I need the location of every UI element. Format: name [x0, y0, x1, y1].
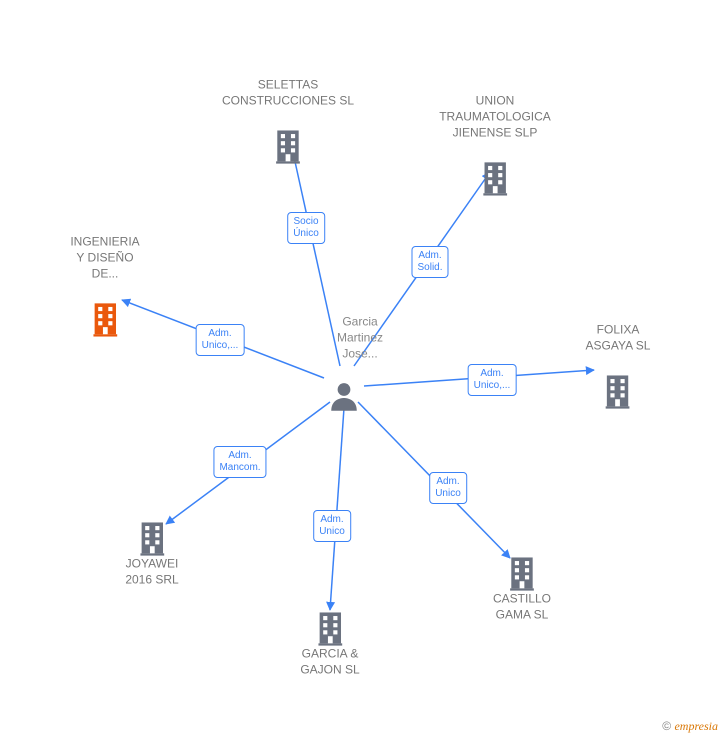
node-label-union: UNION TRAUMATOLOGICA JIENENSE SLP	[439, 93, 551, 142]
node-folixa[interactable]: FOLIXA ASGAYA SL	[586, 322, 651, 409]
node-garcia[interactable]: GARCIA & GAJON SL	[300, 592, 359, 679]
center-node[interactable]	[327, 363, 361, 413]
edge-label-ingenieria: Adm. Unico,...	[196, 324, 245, 356]
center-node-label: Garcia Martinez Jose...	[337, 314, 383, 363]
node-label-joyawei: JOYAWEI 2016 SRL	[125, 556, 178, 588]
edge-label-selettas: Socio Único	[287, 212, 325, 244]
node-label-castillo: CASTILLO GAMA SL	[493, 591, 551, 623]
node-ingenieria[interactable]: INGENIERIA Y DISEÑO DE...	[70, 234, 139, 337]
edge-label-folixa: Adm. Unico,...	[468, 364, 517, 396]
copyright-symbol: ©	[662, 719, 671, 733]
node-selettas[interactable]: SELETTAS CONSTRUCCIONES SL	[222, 77, 354, 164]
node-union[interactable]: UNION TRAUMATOLOGICA JIENENSE SLP	[439, 93, 551, 196]
edge-selettas	[292, 148, 340, 366]
node-label-garcia: GARCIA & GAJON SL	[300, 646, 359, 678]
network-canvas: Garcia Martinez Jose... SELETTAS CONSTRUC…	[0, 0, 728, 740]
node-label-folixa: FOLIXA ASGAYA SL	[586, 322, 651, 354]
edge-label-garcia: Adm. Unico	[313, 510, 351, 542]
brand-name: empresia	[674, 719, 718, 733]
node-joyawei[interactable]: JOYAWEI 2016 SRL	[125, 502, 178, 589]
node-label-selettas: SELETTAS CONSTRUCCIONES SL	[222, 77, 354, 109]
edge-label-castillo: Adm. Unico	[429, 472, 467, 504]
node-label-ingenieria: INGENIERIA Y DISEÑO DE...	[70, 234, 139, 283]
edge-label-joyawei: Adm. Mancom.	[213, 446, 266, 478]
node-castillo[interactable]: CASTILLO GAMA SL	[493, 537, 551, 624]
footer: © empresia	[662, 719, 718, 734]
edge-label-union: Adm. Solid.	[411, 246, 448, 278]
edge-garcia	[330, 408, 344, 610]
